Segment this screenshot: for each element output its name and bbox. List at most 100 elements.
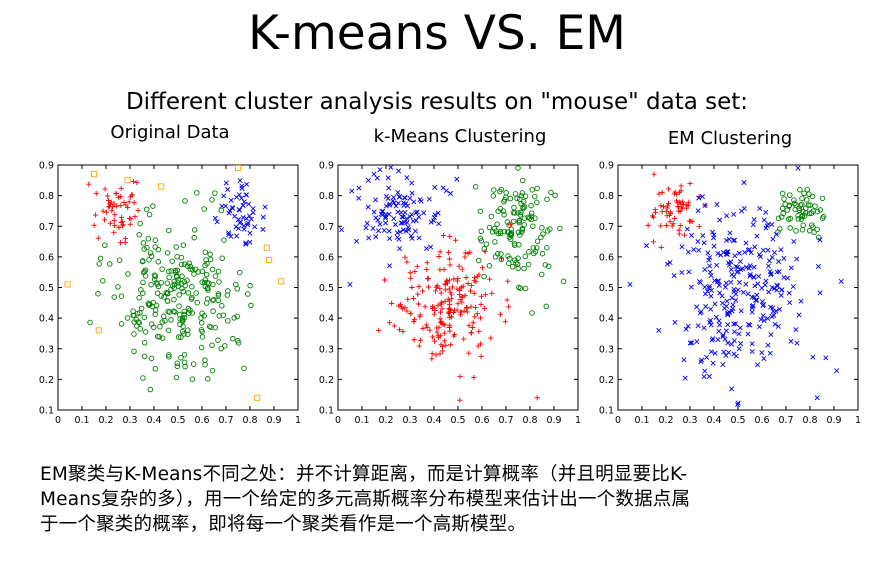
data-point bbox=[695, 208, 701, 214]
data-point bbox=[395, 189, 401, 195]
data-point bbox=[383, 214, 389, 220]
data-point bbox=[775, 323, 781, 329]
data-point bbox=[461, 308, 467, 314]
data-point bbox=[114, 203, 120, 209]
data-point bbox=[781, 274, 787, 280]
data-point bbox=[515, 165, 521, 171]
data-point bbox=[385, 195, 391, 201]
data-point bbox=[534, 199, 540, 206]
data-point bbox=[801, 190, 807, 197]
data-point bbox=[476, 272, 482, 278]
data-point bbox=[489, 229, 496, 235]
data-point bbox=[799, 227, 806, 233]
data-point bbox=[667, 219, 673, 225]
data-point bbox=[498, 256, 505, 262]
data-point bbox=[234, 165, 242, 172]
data-point bbox=[746, 322, 752, 328]
data-point bbox=[483, 241, 490, 247]
data-point bbox=[530, 223, 536, 229]
data-point bbox=[442, 282, 448, 288]
data-point bbox=[769, 285, 775, 291]
data-point bbox=[204, 296, 211, 302]
data-point bbox=[155, 259, 162, 265]
data-point bbox=[513, 259, 519, 266]
data-point bbox=[512, 191, 519, 197]
data-point bbox=[248, 302, 254, 309]
data-point bbox=[417, 337, 424, 343]
data-point bbox=[823, 355, 829, 361]
data-point bbox=[691, 247, 697, 253]
x-tick-label: 0.2 bbox=[658, 415, 673, 426]
data-point bbox=[174, 363, 181, 370]
data-point bbox=[148, 253, 155, 260]
data-point bbox=[219, 203, 225, 209]
data-point bbox=[202, 357, 208, 363]
data-point bbox=[478, 301, 484, 308]
data-point bbox=[212, 190, 218, 196]
data-point bbox=[685, 249, 691, 255]
data-point bbox=[442, 322, 448, 328]
data-point bbox=[230, 335, 236, 342]
data-point bbox=[135, 207, 141, 214]
data-point bbox=[408, 275, 414, 281]
data-point bbox=[187, 266, 194, 272]
data-point bbox=[428, 244, 434, 250]
data-point bbox=[468, 330, 474, 336]
data-point bbox=[182, 363, 188, 370]
data-point bbox=[420, 288, 426, 294]
data-point bbox=[446, 310, 452, 316]
data-point bbox=[237, 177, 243, 183]
data-point bbox=[680, 201, 687, 208]
data-point bbox=[759, 350, 765, 356]
data-point bbox=[231, 315, 237, 321]
data-point bbox=[158, 183, 165, 190]
data-point bbox=[241, 226, 247, 232]
data-point bbox=[529, 187, 535, 193]
data-point bbox=[650, 239, 657, 245]
data-point bbox=[735, 400, 741, 406]
data-point bbox=[497, 311, 503, 317]
data-point bbox=[763, 209, 769, 215]
data-point bbox=[407, 270, 413, 276]
data-point bbox=[243, 192, 249, 198]
data-point bbox=[442, 330, 448, 336]
plot-title-em: EM Clustering bbox=[667, 128, 793, 149]
data-point bbox=[697, 310, 703, 316]
data-point bbox=[452, 237, 459, 243]
data-point bbox=[93, 212, 99, 218]
data-point bbox=[716, 328, 722, 334]
data-point bbox=[412, 268, 418, 275]
data-point bbox=[761, 302, 767, 308]
data-point bbox=[724, 213, 730, 219]
data-point bbox=[152, 273, 159, 279]
data-point bbox=[503, 190, 509, 196]
data-point bbox=[433, 284, 439, 290]
data-point bbox=[451, 276, 457, 282]
data-point bbox=[721, 305, 728, 311]
data-point bbox=[676, 227, 682, 233]
data-point bbox=[90, 171, 98, 178]
data-point bbox=[236, 192, 242, 198]
data-point bbox=[193, 290, 199, 296]
data-point bbox=[711, 235, 717, 241]
data-point bbox=[112, 212, 118, 218]
data-point bbox=[743, 240, 749, 246]
data-point bbox=[814, 395, 820, 401]
data-point bbox=[534, 185, 540, 192]
data-point bbox=[791, 197, 797, 203]
data-point bbox=[207, 256, 214, 263]
data-point bbox=[214, 219, 220, 225]
data-point bbox=[119, 219, 125, 225]
data-point bbox=[539, 225, 545, 231]
data-point bbox=[223, 203, 229, 209]
x-tick-label: 0.7 bbox=[778, 415, 793, 426]
data-point bbox=[798, 216, 805, 222]
data-point bbox=[404, 216, 410, 222]
data-point bbox=[819, 195, 826, 202]
data-point bbox=[365, 204, 371, 210]
data-point bbox=[422, 304, 428, 310]
data-point bbox=[505, 278, 511, 284]
data-point bbox=[687, 340, 693, 346]
data-point bbox=[752, 283, 758, 289]
data-point bbox=[794, 256, 800, 262]
